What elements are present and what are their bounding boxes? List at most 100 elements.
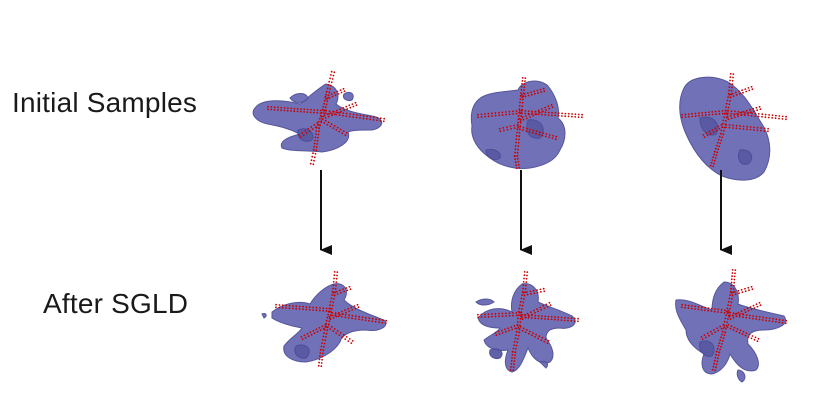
point: [691, 112, 693, 115]
point: [316, 122, 319, 124]
point: [567, 317, 570, 319]
point: [729, 114, 732, 117]
point: [371, 320, 374, 323]
point: [741, 312, 744, 315]
point: [557, 319, 559, 321]
point: [320, 120, 323, 122]
point: [731, 79, 734, 82]
point: [306, 111, 309, 113]
point: [713, 310, 716, 313]
point: [738, 314, 741, 316]
point: [307, 335, 310, 338]
point: [323, 112, 325, 115]
point: [540, 317, 543, 320]
point: [712, 365, 715, 368]
point: [554, 114, 557, 117]
point: [714, 127, 717, 130]
point: [545, 109, 547, 111]
point: [751, 112, 753, 115]
point: [721, 110, 724, 112]
point: [548, 301, 551, 304]
point: [480, 316, 483, 318]
point: [698, 114, 700, 117]
point: [293, 110, 296, 113]
point: [300, 108, 302, 110]
point: [723, 112, 726, 115]
point: [515, 334, 517, 336]
point: [542, 87, 545, 90]
point: [528, 113, 530, 116]
point: [775, 114, 777, 117]
point: [745, 316, 748, 319]
point: [536, 289, 538, 291]
point: [540, 339, 543, 341]
point: [715, 366, 717, 369]
point: [538, 335, 541, 338]
point: [335, 281, 338, 283]
point: [366, 115, 368, 118]
point: [338, 314, 341, 317]
point: [331, 304, 334, 307]
point: [713, 153, 715, 156]
point: [511, 328, 514, 331]
point: [341, 315, 343, 318]
point: [522, 301, 525, 304]
point: [267, 105, 269, 108]
point: [340, 291, 342, 294]
point: [334, 291, 337, 294]
point: [749, 108, 751, 111]
point: [314, 126, 317, 128]
point: [350, 342, 353, 344]
point: [533, 90, 536, 93]
point: [328, 80, 331, 83]
point: [713, 162, 715, 165]
point: [742, 316, 744, 319]
point: [270, 106, 273, 108]
point: [331, 308, 333, 310]
point: [314, 136, 317, 139]
point: [548, 107, 551, 110]
point: [295, 305, 298, 308]
point: [517, 334, 520, 337]
point: [308, 308, 311, 311]
point: [725, 102, 728, 105]
point: [745, 90, 748, 93]
point: [527, 94, 530, 97]
point: [557, 316, 560, 319]
surface-mesh: [675, 281, 786, 383]
point: [722, 327, 725, 330]
point: [714, 110, 717, 113]
point: [501, 332, 504, 334]
point: [574, 113, 577, 116]
point: [515, 135, 518, 137]
point: [713, 150, 716, 153]
point: [327, 97, 329, 100]
point: [561, 115, 563, 117]
point: [352, 116, 354, 118]
point: [348, 310, 351, 313]
point: [525, 130, 528, 133]
point: [333, 277, 335, 280]
point: [714, 369, 717, 372]
point: [535, 333, 537, 336]
point: [318, 361, 320, 364]
point: [725, 314, 727, 316]
point: [336, 274, 338, 277]
point: [524, 316, 527, 319]
point: [543, 340, 546, 343]
point: [727, 96, 729, 98]
point: [288, 307, 291, 310]
point: [543, 307, 546, 310]
point: [342, 112, 345, 114]
point: [513, 360, 516, 362]
point: [364, 319, 367, 322]
point: [337, 93, 340, 95]
point: [313, 111, 315, 114]
point: [733, 278, 736, 281]
point: [319, 355, 321, 358]
point: [512, 113, 514, 115]
point: [494, 315, 497, 318]
point: [540, 291, 542, 293]
point: [546, 342, 549, 345]
point: [329, 112, 332, 114]
